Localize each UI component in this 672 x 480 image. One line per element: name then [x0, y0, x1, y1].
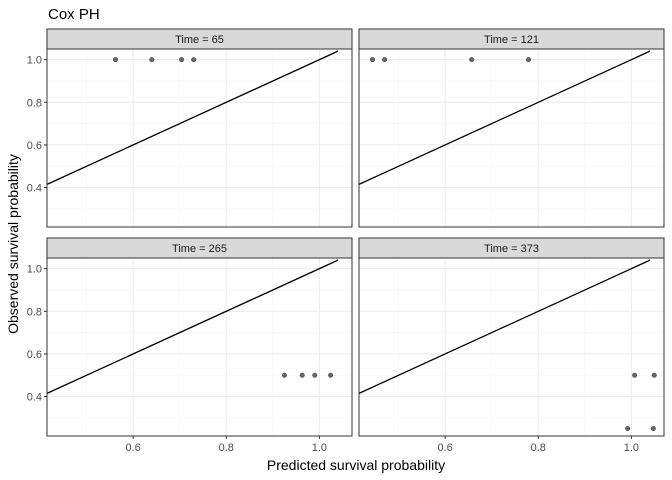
- x-tick-label: 0.6: [125, 442, 140, 454]
- reference-line: [47, 50, 339, 185]
- data-point: [191, 57, 197, 63]
- panel-background: [47, 258, 352, 436]
- facet-panel: Time = 265 0.4 0.6 0.8 1.0 0.6 0.8 1.0: [27, 237, 353, 454]
- reference-line: [359, 259, 651, 394]
- data-point: [469, 57, 475, 63]
- gridlines: [47, 258, 352, 436]
- gridlines: [359, 258, 664, 436]
- x-tick-label: 1.0: [624, 442, 639, 454]
- panel-border: [358, 48, 665, 228]
- gridlines: [359, 49, 664, 227]
- facet-panels: Time = 65 0.4 0.6 0.8 1.0 Time = 121 Time = 26…: [27, 28, 665, 454]
- y-tick-label: 0.8: [27, 306, 42, 318]
- panel-background: [359, 258, 664, 436]
- facet-panel: Time = 65 0.4 0.6 0.8 1.0: [27, 28, 353, 228]
- data-point: [625, 426, 631, 432]
- panel-background: [47, 49, 352, 227]
- facet-panel: Time = 373 0.6 0.8 1.0: [358, 237, 665, 454]
- data-point: [651, 372, 657, 378]
- gridlines: [47, 49, 352, 227]
- x-tick-label: 0.8: [531, 442, 546, 454]
- panel-border: [46, 257, 353, 437]
- data-point: [281, 372, 287, 378]
- reference-line: [359, 50, 651, 185]
- y-tick-label: 0.4: [27, 392, 42, 404]
- y-tick-label: 1.0: [27, 55, 42, 67]
- panel-background: [359, 49, 664, 227]
- x-tick-label: 1.0: [312, 442, 327, 454]
- y-axis-title: Observed survival probability: [5, 154, 21, 334]
- x-tick-label: 0.8: [219, 442, 234, 454]
- data-point: [525, 57, 531, 63]
- facet-strip-label: Time = 265: [172, 243, 227, 255]
- panel-border: [358, 257, 665, 437]
- data-point: [179, 57, 185, 63]
- y-tick-label: 0.6: [27, 140, 42, 152]
- data-point: [299, 372, 305, 378]
- facet-strip-label: Time = 121: [484, 34, 539, 46]
- facet-panel: Time = 121: [358, 28, 665, 228]
- data-point: [312, 372, 318, 378]
- data-point: [328, 372, 334, 378]
- data-point: [149, 57, 155, 63]
- chart-title: Cox PH: [48, 6, 100, 23]
- y-tick-label: 0.8: [27, 97, 42, 109]
- y-tick-label: 1.0: [27, 264, 42, 276]
- data-point: [370, 57, 376, 63]
- panel-border: [46, 48, 353, 228]
- data-point: [112, 57, 118, 63]
- y-tick-label: 0.6: [27, 349, 42, 361]
- y-tick-label: 0.4: [27, 183, 42, 195]
- data-point: [650, 426, 656, 432]
- reference-line: [47, 259, 339, 394]
- data-point: [632, 372, 638, 378]
- data-point: [382, 57, 388, 63]
- facet-strip-label: Time = 65: [175, 34, 224, 46]
- x-axis-title: Predicted survival probability: [267, 457, 445, 473]
- x-tick-label: 0.6: [437, 442, 452, 454]
- facet-strip-label: Time = 373: [484, 243, 539, 255]
